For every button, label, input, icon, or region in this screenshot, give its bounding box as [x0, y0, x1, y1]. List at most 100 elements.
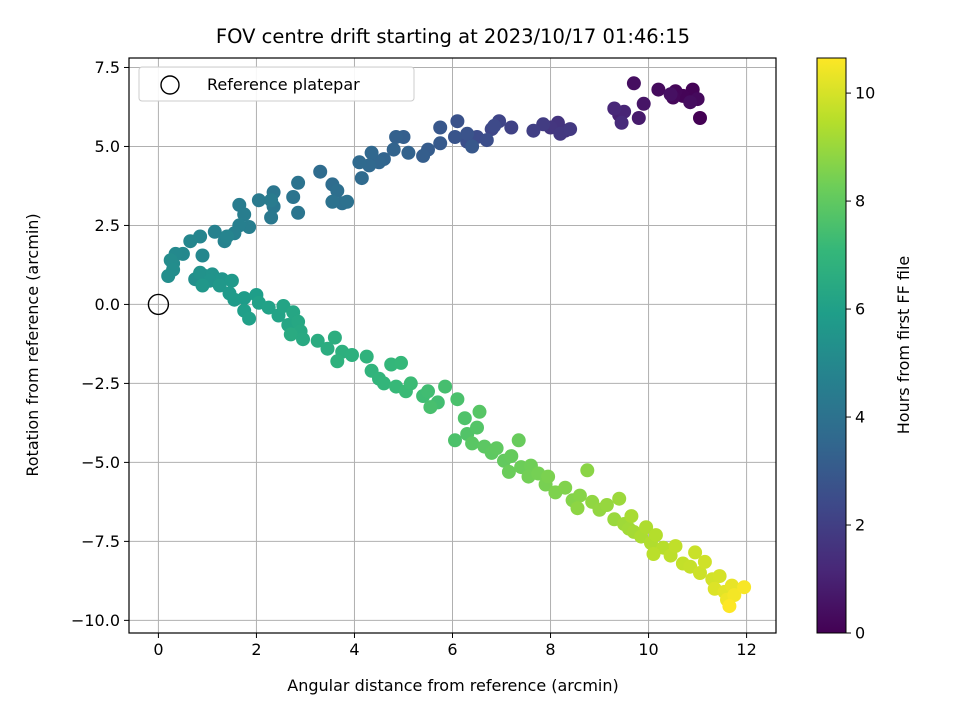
data-point — [460, 126, 475, 141]
data-point — [161, 269, 176, 283]
data-point — [212, 278, 227, 293]
data-point — [359, 349, 374, 364]
y-axis-label: Rotation from reference (arcmin) — [23, 213, 42, 476]
x-tick-label: 8 — [545, 640, 555, 659]
plot-area — [128, 57, 777, 634]
colorbar-label: Hours from first FF file — [894, 256, 913, 435]
data-point — [639, 520, 654, 535]
data-point — [599, 498, 614, 512]
data-point — [511, 433, 526, 448]
data-point — [624, 509, 639, 524]
data-point — [325, 194, 340, 209]
data-point — [448, 130, 462, 144]
data-point — [472, 404, 487, 419]
data-point — [612, 491, 627, 506]
data-point — [330, 354, 345, 369]
data-point — [737, 580, 752, 595]
data-point — [340, 194, 355, 209]
data-point — [264, 193, 279, 208]
data-point — [345, 348, 359, 362]
data-point — [580, 463, 595, 478]
x-tick-label: 4 — [349, 640, 359, 659]
data-point — [242, 311, 257, 326]
data-point — [563, 122, 578, 137]
legend: Reference platepar — [138, 66, 415, 102]
data-point — [433, 120, 448, 135]
data-point — [668, 539, 683, 554]
legend-box — [138, 66, 415, 102]
data-point — [727, 588, 742, 603]
data-point — [416, 148, 431, 163]
data-point — [291, 205, 306, 220]
data-point — [470, 420, 484, 435]
data-point — [450, 114, 465, 129]
data-point — [465, 436, 480, 451]
data-point — [394, 355, 408, 370]
x-tick-label: 2 — [251, 640, 261, 659]
data-point — [313, 164, 328, 179]
colorbar-tick-label: 10 — [855, 84, 875, 103]
colorbar-tick-label: 0 — [855, 624, 865, 643]
x-axis-label: Angular distance from reference (arcmin) — [287, 676, 618, 695]
x-tick-label: 12 — [736, 640, 756, 659]
data-point — [648, 528, 663, 543]
chart-title: FOV centre drift starting at 2023/10/17 … — [216, 25, 690, 48]
scatter-series — [161, 76, 752, 614]
y-tick-label: −5.0 — [81, 453, 120, 472]
data-point — [646, 547, 661, 561]
data-point — [423, 400, 438, 415]
y-tick-label: 2.5 — [95, 216, 120, 235]
x-tick-label: 10 — [638, 640, 658, 659]
y-tick-label: −10.0 — [71, 611, 120, 630]
data-point — [261, 300, 276, 315]
data-point — [693, 111, 707, 125]
colorbar-tick-label: 2 — [855, 516, 865, 535]
data-point — [448, 433, 462, 448]
data-point — [526, 123, 541, 138]
data-point — [489, 441, 504, 456]
data-point — [237, 291, 252, 306]
y-tick-label: 0.0 — [95, 295, 120, 314]
data-point — [572, 488, 587, 503]
y-tick-label: 7.5 — [95, 58, 120, 77]
legend-label: Reference platepar — [207, 75, 360, 94]
data-point — [626, 76, 641, 91]
data-point — [310, 333, 325, 348]
colorbar: 0 2 4 6 8 10 Hours from first FF file — [816, 57, 913, 643]
data-point — [264, 210, 279, 225]
data-point — [450, 392, 465, 407]
data-point — [195, 248, 210, 263]
data-point — [224, 273, 239, 288]
data-point — [504, 120, 519, 135]
y-axis: −10.0 −7.5 −5.0 −2.5 0.0 2.5 5.0 7.5 — [71, 58, 129, 630]
y-tick-label: −2.5 — [81, 374, 120, 393]
data-point — [558, 480, 573, 495]
data-point — [614, 115, 629, 130]
colorbar-tick-label: 8 — [855, 192, 865, 211]
data-point — [207, 224, 222, 239]
data-point — [354, 171, 369, 186]
colorbar-ticks: 0 2 4 6 8 10 — [846, 84, 875, 643]
data-point — [386, 142, 401, 157]
data-point — [330, 183, 345, 198]
data-point — [237, 207, 252, 222]
data-point — [401, 145, 416, 160]
data-point — [389, 130, 404, 144]
data-point — [479, 133, 494, 148]
data-point — [320, 341, 335, 356]
data-point — [712, 569, 727, 584]
x-axis: 0 2 4 6 8 10 12 — [153, 633, 757, 659]
data-point — [697, 554, 712, 569]
data-point — [376, 376, 391, 391]
data-point — [364, 145, 379, 160]
colorbar-gradient — [816, 57, 847, 634]
data-point — [636, 96, 651, 111]
data-point — [195, 278, 210, 293]
data-point — [504, 449, 519, 464]
data-point — [693, 566, 707, 580]
data-point — [220, 229, 234, 244]
data-point — [631, 111, 646, 125]
data-point — [421, 384, 435, 399]
data-point — [291, 175, 306, 190]
